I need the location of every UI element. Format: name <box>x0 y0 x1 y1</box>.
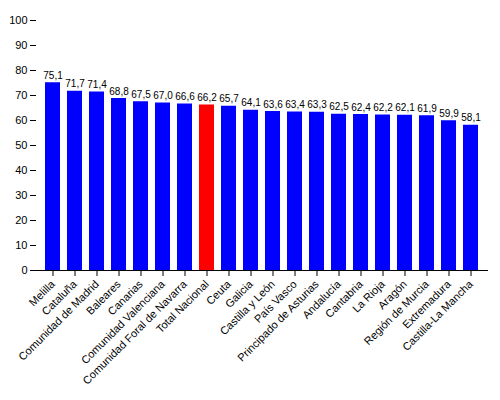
svg-text:80: 80 <box>15 64 27 76</box>
svg-text:50: 50 <box>15 139 27 151</box>
svg-text:71,4: 71,4 <box>87 79 107 90</box>
svg-text:Andalucía: Andalucía <box>299 277 343 321</box>
svg-text:Castilla y León: Castilla y León <box>217 277 277 338</box>
svg-text:Ceuta: Ceuta <box>203 277 233 307</box>
svg-text:30: 30 <box>15 189 27 201</box>
svg-text:Aragón: Aragón <box>375 277 409 312</box>
svg-text:Galicia: Galicia <box>222 277 255 310</box>
svg-text:Principado de Asturias: Principado de Asturias <box>235 277 321 364</box>
svg-text:60: 60 <box>15 114 27 126</box>
svg-text:La Rioja: La Rioja <box>349 277 387 315</box>
svg-text:0: 0 <box>21 264 27 276</box>
svg-text:Extremadura: Extremadura <box>399 277 453 331</box>
svg-text:58,1: 58,1 <box>461 112 481 123</box>
svg-text:75,1: 75,1 <box>43 70 63 81</box>
svg-text:Total Nacional: Total Nacional <box>154 278 211 335</box>
svg-text:59,9: 59,9 <box>439 108 459 119</box>
svg-text:65,7: 65,7 <box>219 93 239 104</box>
svg-text:64,1: 64,1 <box>241 97 261 108</box>
svg-text:Región de Murcia: Región de Murcia <box>361 277 431 348</box>
svg-text:Comunidad Foral de Navarra: Comunidad Foral de Navarra <box>80 277 189 386</box>
svg-text:Cataluña: Cataluña <box>39 277 79 318</box>
svg-text:Canarias: Canarias <box>105 277 145 318</box>
svg-text:63,3: 63,3 <box>307 99 327 110</box>
svg-text:Melilla: Melilla <box>26 277 57 309</box>
svg-text:Cantabria: Cantabria <box>322 277 365 320</box>
svg-text:62,5: 62,5 <box>329 101 349 112</box>
svg-text:67,5: 67,5 <box>131 89 151 100</box>
svg-text:68,8: 68,8 <box>109 86 129 97</box>
svg-text:62,2: 62,2 <box>373 102 393 113</box>
svg-text:71,7: 71,7 <box>65 78 85 89</box>
svg-text:62,4: 62,4 <box>351 102 371 113</box>
svg-text:Comunidad Valenciana: Comunidad Valenciana <box>79 277 168 366</box>
svg-text:Castilla-La Mancha: Castilla-La Mancha <box>400 277 476 353</box>
svg-text:Baleares: Baleares <box>83 277 123 317</box>
svg-text:70: 70 <box>15 89 27 101</box>
svg-text:66,2: 66,2 <box>197 92 217 103</box>
svg-text:61,9: 61,9 <box>417 103 437 114</box>
svg-text:País Vasco: País Vasco <box>251 277 299 325</box>
svg-text:62,1: 62,1 <box>395 102 415 113</box>
svg-text:63,6: 63,6 <box>263 99 283 110</box>
svg-text:63,4: 63,4 <box>285 99 305 110</box>
svg-text:10: 10 <box>15 239 27 251</box>
svg-text:67,0: 67,0 <box>153 90 173 101</box>
svg-text:66,6: 66,6 <box>175 91 195 102</box>
svg-text:90: 90 <box>15 39 27 51</box>
svg-text:Comunidad de Madrid: Comunidad de Madrid <box>15 277 101 363</box>
svg-text:100: 100 <box>9 14 27 26</box>
svg-text:40: 40 <box>15 164 27 176</box>
svg-text:20: 20 <box>15 214 27 226</box>
